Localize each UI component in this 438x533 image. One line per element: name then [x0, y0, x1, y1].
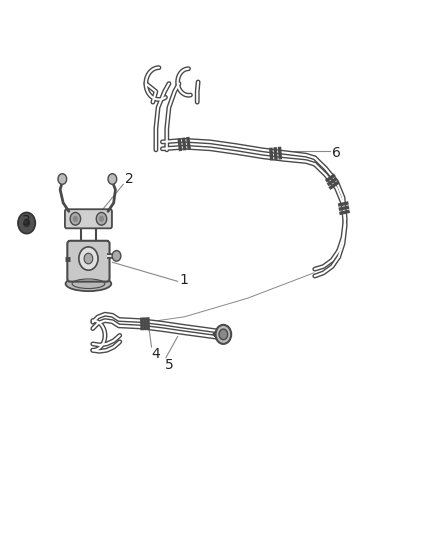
Text: 2: 2 [125, 172, 134, 186]
Circle shape [79, 247, 98, 270]
Circle shape [96, 213, 107, 225]
Text: 4: 4 [152, 347, 160, 361]
Circle shape [23, 219, 30, 227]
Circle shape [84, 253, 93, 264]
Circle shape [58, 174, 67, 184]
Text: 6: 6 [332, 146, 341, 159]
Text: 5: 5 [165, 358, 173, 372]
Text: 1: 1 [180, 273, 189, 287]
Circle shape [215, 325, 231, 344]
Circle shape [73, 216, 78, 222]
Ellipse shape [66, 276, 111, 291]
Text: 3: 3 [22, 214, 31, 229]
FancyBboxPatch shape [67, 241, 110, 281]
Circle shape [112, 251, 121, 261]
Circle shape [108, 174, 117, 184]
Circle shape [18, 213, 35, 233]
Circle shape [99, 216, 104, 222]
FancyBboxPatch shape [65, 209, 112, 228]
Circle shape [70, 213, 81, 225]
Circle shape [219, 329, 228, 340]
